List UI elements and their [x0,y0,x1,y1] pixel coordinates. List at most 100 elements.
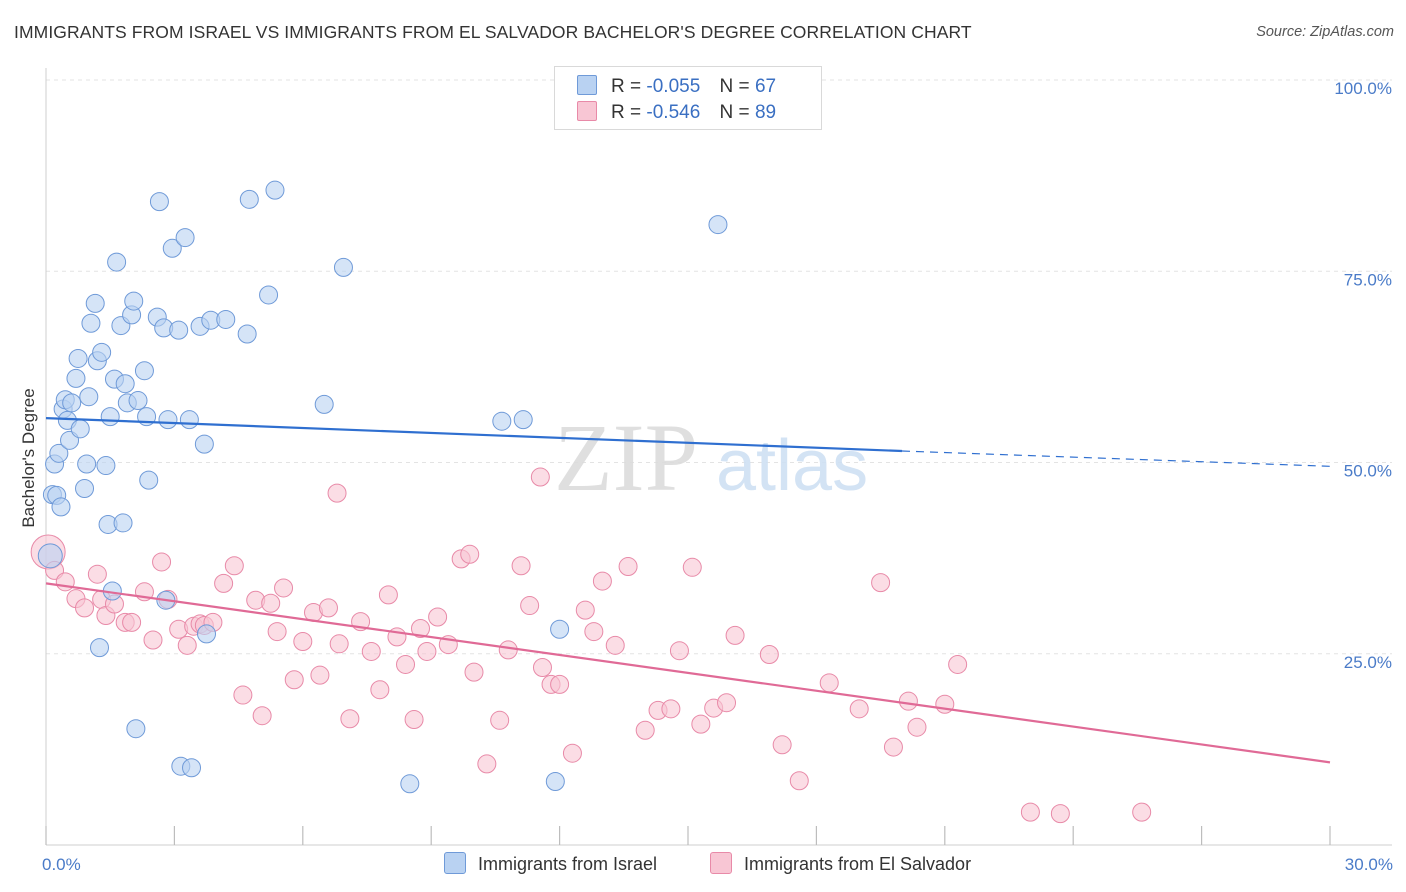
bottom-legend-swatch-israel [444,852,466,874]
point-israel [124,291,144,311]
point-elsalvador [849,699,869,719]
legend-israel-n-value: 67 [754,76,777,97]
point-elsalvador [789,771,809,791]
point-israel [68,348,88,368]
point-elsalvador [318,598,338,618]
y-tick-label: 100.0% [1334,79,1392,98]
point-elsalvador [618,557,638,577]
point-elsalvador [883,737,903,757]
x-tick-label: 0.0% [42,855,81,874]
trend-line-israel [45,417,903,453]
y-axis-label: Bachelor's Degree [19,388,38,527]
point-elsalvador [772,735,792,755]
y-tick-label: 50.0% [1344,462,1392,481]
point-israel [158,410,178,430]
point-elsalvador [575,600,595,620]
point-elsalvador [871,573,891,593]
legend-israel-r-label: R = [611,76,642,97]
watermark-atlas: atlas [716,426,868,506]
point-israel [37,543,63,569]
point-israel [115,374,135,394]
point-israel [49,443,69,463]
legend-elsalvador-n-value: 89 [754,102,777,123]
point-elsalvador [669,641,689,661]
point-elsalvador [143,630,163,650]
point-elsalvador [898,691,918,711]
point-elsalvador [261,593,281,613]
trend-line-elsalvador [45,582,1331,764]
point-elsalvador [691,714,711,734]
point-elsalvador [329,634,349,654]
point-israel [100,407,120,427]
point-israel [216,309,236,329]
point-israel [182,758,202,778]
bottom-legend-israel: Immigrants from Israel [444,852,657,875]
point-elsalvador [361,641,381,661]
point-israel [92,342,112,362]
point-israel [66,368,86,388]
point-elsalvador [1020,802,1040,822]
point-elsalvador [411,619,430,639]
legend-israel-n-label: N = [719,76,750,97]
point-elsalvador [152,552,172,572]
bottom-legend-elsalvador: Immigrants from El Salvador [710,852,971,875]
point-elsalvador [717,693,737,713]
point-elsalvador [284,670,304,690]
point-elsalvador [177,635,197,655]
point-israel [545,772,565,792]
point-elsalvador [267,622,287,642]
point-elsalvador [948,654,968,674]
legend-elsalvador-r-value: -0.546 [646,102,701,123]
point-israel [239,189,259,209]
point-israel [708,215,728,235]
series-elsalvador-points [30,467,1152,824]
point-israel [550,619,570,639]
point-israel [113,513,133,533]
point-elsalvador [396,654,416,674]
legend-elsalvador-n-label: N = [719,102,750,123]
point-elsalvador [511,556,531,576]
y-tick-label: 25.0% [1344,653,1392,672]
legend-row-elsalvador: R = -0.546 N = 89 [577,101,776,127]
point-elsalvador [490,710,510,730]
point-elsalvador [1050,804,1070,824]
point-elsalvador [310,665,330,685]
point-elsalvador [530,467,550,487]
point-israel [85,293,105,313]
point-israel [90,638,109,658]
point-elsalvador [87,564,107,584]
point-elsalvador [477,754,497,774]
point-israel [139,470,159,490]
point-israel [179,410,199,430]
legend-row-israel: R = -0.055 N = 67 [577,75,776,101]
legend-elsalvador-r-label: R = [611,102,642,123]
axes [45,68,1392,846]
point-israel [513,410,533,430]
point-elsalvador [584,622,604,642]
point-elsalvador [725,625,745,645]
point-israel [197,624,216,644]
point-israel [149,192,169,212]
point-israel [333,257,353,277]
point-israel [400,774,420,794]
point-elsalvador [661,699,681,719]
point-israel [62,393,82,413]
point-elsalvador [464,662,484,682]
gridlines [46,79,1392,655]
tick-labels: 25.0% 50.0% 75.0% 100.0% 0.0% 30.0% [42,79,1393,874]
point-elsalvador [370,680,390,700]
point-elsalvador [682,557,702,577]
point-elsalvador [404,710,424,730]
chart-source: Source: ZipAtlas.com [1256,24,1394,40]
point-israel [79,387,99,407]
point-elsalvador [592,571,612,591]
point-israel [169,320,189,340]
point-israel [75,479,95,499]
point-elsalvador [498,640,518,660]
point-elsalvador [327,483,347,503]
y-tick-label: 75.0% [1344,270,1392,289]
point-elsalvador [224,556,244,576]
point-israel [96,456,116,476]
point-elsalvador [562,743,582,763]
